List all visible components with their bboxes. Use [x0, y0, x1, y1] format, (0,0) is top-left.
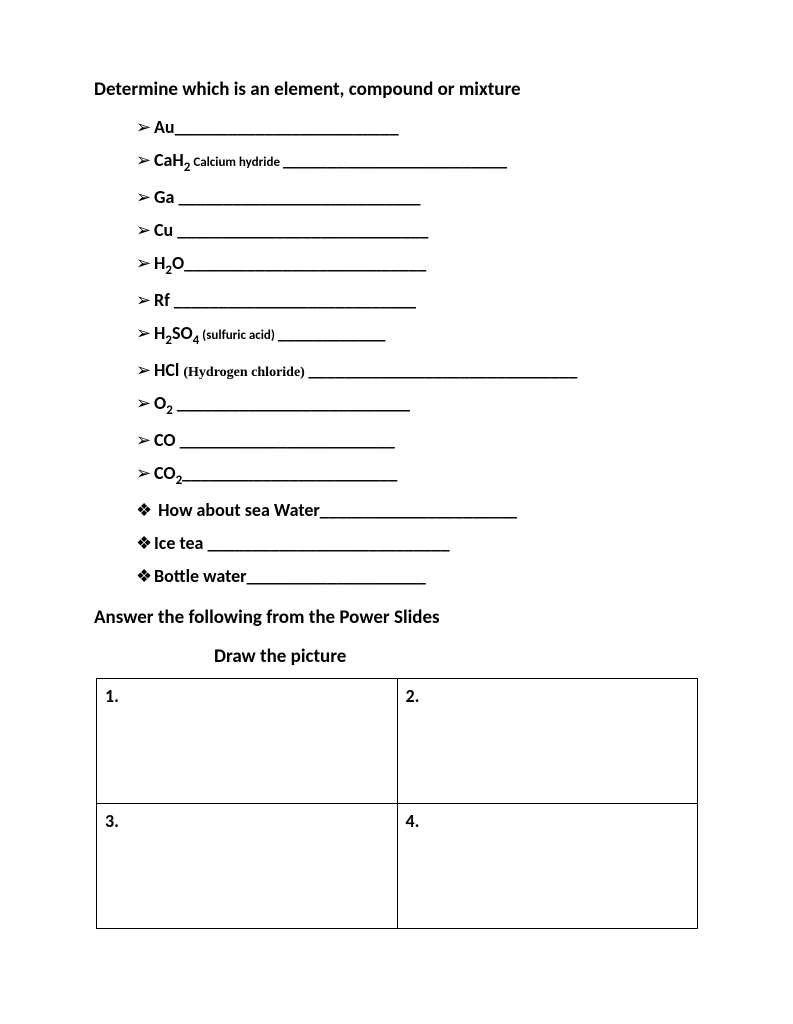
formula-text: H: [154, 322, 165, 344]
subscript: 4: [193, 333, 200, 348]
answer-blank[interactable]: _________________________: [175, 116, 399, 138]
formula-text: How about sea Water: [154, 499, 320, 521]
answer-blank[interactable]: ____________________________: [177, 219, 428, 241]
bullet-icon: ➢: [136, 115, 154, 140]
answer-blank[interactable]: ______________________: [320, 499, 517, 521]
note-text: (Hydrogen chloride): [183, 365, 308, 380]
bullet-icon: ➢: [136, 391, 154, 416]
list-item: ➢ HCl (Hydrogen chloride) ______________…: [136, 358, 703, 383]
subscript: 2: [165, 263, 172, 278]
answer-blank[interactable]: ________________________: [180, 429, 395, 451]
bullet-icon: ➢: [136, 288, 154, 313]
list-item: ➢ Au_________________________: [136, 115, 703, 140]
note-text: (sulfuric acid): [199, 328, 278, 343]
formula-text: HCl: [154, 359, 183, 381]
formula-text: CaH: [154, 149, 184, 171]
list-item: ➢ Rf ___________________________: [136, 288, 703, 313]
bullet-icon: ➢: [136, 358, 154, 383]
list-item: ➢ CO ________________________: [136, 428, 703, 453]
grid-cell[interactable]: 4.: [397, 803, 698, 928]
list-item: ➢ Ga ___________________________: [136, 185, 703, 210]
bullet-icon: ➢: [136, 461, 154, 486]
main-heading: Determine which is an element, compound …: [94, 78, 703, 101]
bullet-icon: ➢: [136, 148, 154, 173]
bullet-icon: ➢: [136, 185, 154, 210]
list-item: ❖ Ice tea ___________________________: [136, 531, 703, 556]
formula-text: H: [154, 252, 165, 274]
formula-text: Rf: [154, 289, 174, 311]
bullet-icon: ❖: [136, 564, 154, 589]
formula-text: Au: [154, 116, 175, 138]
list-item: ❖ How about sea Water___________________…: [136, 498, 703, 523]
subscript: 2: [165, 333, 172, 348]
formula-text: Cu: [154, 219, 177, 241]
formula-text: CO: [154, 429, 180, 451]
answer-blank[interactable]: ___________________________: [178, 186, 420, 208]
worksheet-page: Determine which is an element, compound …: [0, 0, 793, 969]
formula-text: Ice tea: [154, 532, 208, 554]
formula-text: O: [172, 252, 184, 274]
subscript: 2: [166, 403, 173, 418]
grid-cell[interactable]: 3.: [97, 803, 398, 928]
formula-text: Bottle water: [154, 565, 247, 587]
formula-text: Ga: [154, 186, 178, 208]
answer-blank[interactable]: ____________: [278, 322, 386, 344]
subscript: 2: [176, 473, 183, 488]
answer-blank[interactable]: ___________________________: [184, 252, 426, 274]
grid-cell[interactable]: 1.: [97, 678, 398, 803]
list-item: ❖ Bottle water____________________: [136, 564, 703, 589]
bullet-icon: ❖: [136, 498, 154, 523]
formula-text: SO: [172, 322, 193, 344]
list-item: ➢ H2SO4 (sulfuric acid) ____________: [136, 321, 703, 350]
answer-blank[interactable]: ____________________: [247, 565, 426, 587]
answer-blank[interactable]: __________________________: [177, 392, 410, 414]
formula-text: O: [154, 392, 166, 414]
bullet-icon: ➢: [136, 321, 154, 346]
list-item: ➢ Cu ____________________________: [136, 218, 703, 243]
answer-blank[interactable]: ___________________________: [208, 532, 450, 554]
answer-blank[interactable]: ___________________________: [174, 289, 416, 311]
section-2-heading: Answer the following from the Power Slid…: [94, 606, 703, 629]
bullet-icon: ➢: [136, 218, 154, 243]
list-item: ➢ O2 __________________________: [136, 391, 703, 420]
answer-blank[interactable]: _________________________: [283, 149, 507, 171]
answer-blank[interactable]: ______________________________: [308, 359, 577, 381]
bullet-icon: ❖: [136, 531, 154, 556]
list-item: ➢ CO2________________________: [136, 461, 703, 490]
bullet-icon: ➢: [136, 428, 154, 453]
answer-grid: 1. 2. 3. 4.: [96, 678, 698, 929]
formula-text: CO: [154, 462, 176, 484]
grid-cell[interactable]: 2.: [397, 678, 698, 803]
list-item: ➢ CaH2 Calcium hydride _________________…: [136, 148, 703, 177]
bullet-icon: ➢: [136, 251, 154, 276]
note-text: Calcium hydride: [190, 155, 283, 170]
item-list: ➢ Au_________________________➢ CaH2 Calc…: [94, 115, 703, 590]
draw-label: Draw the picture: [94, 645, 703, 668]
subscript: 2: [184, 160, 191, 175]
list-item: ➢ H2O___________________________: [136, 251, 703, 280]
answer-blank[interactable]: ________________________: [182, 462, 397, 484]
